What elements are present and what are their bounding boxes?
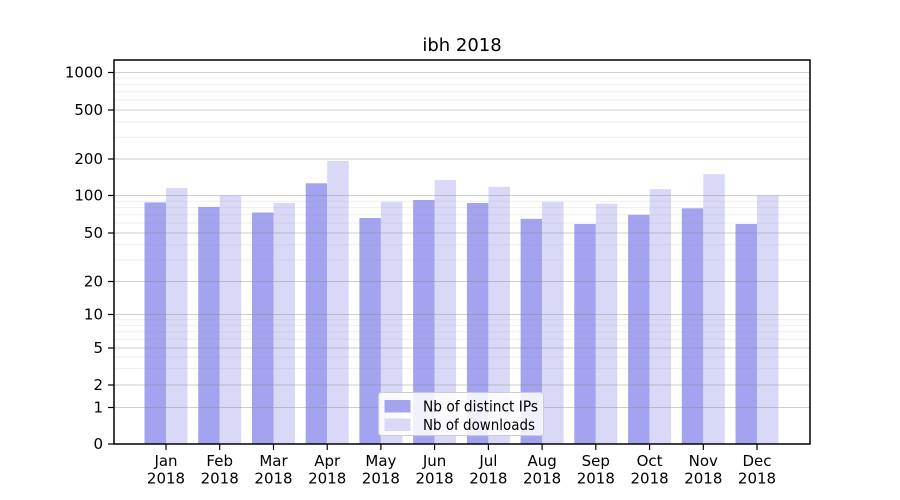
x-tick-label-month: Feb [206,452,233,470]
x-tick-label-month: May [365,452,396,470]
legend-box [378,392,544,436]
legend-swatch-downloads [384,418,411,431]
bar-downloads-jun [434,180,457,444]
y-tick-label: 500 [74,101,103,119]
x-tick-label-year: 2018 [577,470,615,488]
bar-distinct-ips-dec [735,224,757,444]
axis-labels-layer: 01251020501002005001000Jan2018Feb2018Mar… [65,64,776,488]
x-tick-label-month: Aug [527,452,556,470]
legend-label-distinct-ips: Nb of distinct IPs [423,398,538,416]
x-tick-label-year: 2018 [254,470,292,488]
x-tick-label-year: 2018 [147,470,185,488]
y-tick-label: 1 [93,399,103,417]
y-tick-label: 10 [84,306,103,324]
bar-downloads-feb [219,195,242,444]
bar-downloads-dec [757,195,779,444]
bar-distinct-ips-mar [252,212,274,444]
x-tick-label-month: Jan [153,452,177,470]
y-tick-label: 0 [93,435,103,453]
y-tick-label: 1000 [65,64,103,82]
x-tick-label-year: 2018 [684,470,722,488]
bar-distinct-ips-apr [305,183,328,444]
x-tick-label-year: 2018 [362,470,400,488]
x-tick-label-month: Apr [314,452,341,470]
bar-distinct-ips-jan [144,202,166,444]
y-tick-label: 2 [93,376,103,394]
y-tick-label: 5 [93,339,103,357]
x-tick-label-month: Nov [689,452,718,470]
x-tick-label-year: 2018 [201,470,239,488]
grid-layer [114,71,810,409]
x-tick-label-year: 2018 [523,470,561,488]
x-tick-label-month: Dec [742,452,771,470]
y-tick-label: 20 [84,273,103,291]
bars-layer [144,160,779,444]
bar-distinct-ips-oct [628,214,650,444]
x-tick-label-month: Jul [478,452,497,470]
bar-distinct-ips-may [359,218,381,444]
x-tick-label-year: 2018 [738,470,776,488]
bar-distinct-ips-sep [574,224,596,444]
bar-distinct-ips-jul [466,203,489,444]
legend-label-downloads: Nb of downloads [423,416,535,434]
bar-downloads-aug [542,201,564,444]
chart-title: ibh 2018 [422,35,501,56]
x-tick-label-month: Mar [259,452,288,470]
x-tick-label-year: 2018 [416,470,454,488]
bar-downloads-apr [327,160,349,444]
bar-downloads-sep [595,203,618,444]
bar-distinct-ips-jun [413,200,435,444]
bar-downloads-may [380,201,403,444]
bar-downloads-jul [488,186,510,444]
x-tick-label-year: 2018 [631,470,669,488]
x-tick-label-month: Sep [582,452,610,470]
axis-layer [108,59,811,450]
bar-distinct-ips-aug [520,218,543,444]
bar-downloads-mar [273,203,295,444]
legend-swatch-distinct-ips [384,400,411,413]
x-tick-label-year: 2018 [308,470,346,488]
bar-distinct-ips-feb [198,206,220,444]
bar-distinct-ips-nov [681,208,704,444]
y-tick-label: 50 [84,224,103,242]
y-tick-label: 100 [74,187,103,205]
plot-frame [113,59,811,445]
legend: Nb of distinct IPs Nb of downloads [378,392,544,436]
y-tick-label: 200 [74,150,103,168]
bar-downloads-jan [166,188,188,444]
bar-downloads-oct [649,189,672,444]
x-tick-label-year: 2018 [469,470,507,488]
bar-downloads-nov [703,174,725,444]
x-tick-label-month: Jun [422,452,446,470]
x-tick-label-month: Oct [637,452,663,470]
